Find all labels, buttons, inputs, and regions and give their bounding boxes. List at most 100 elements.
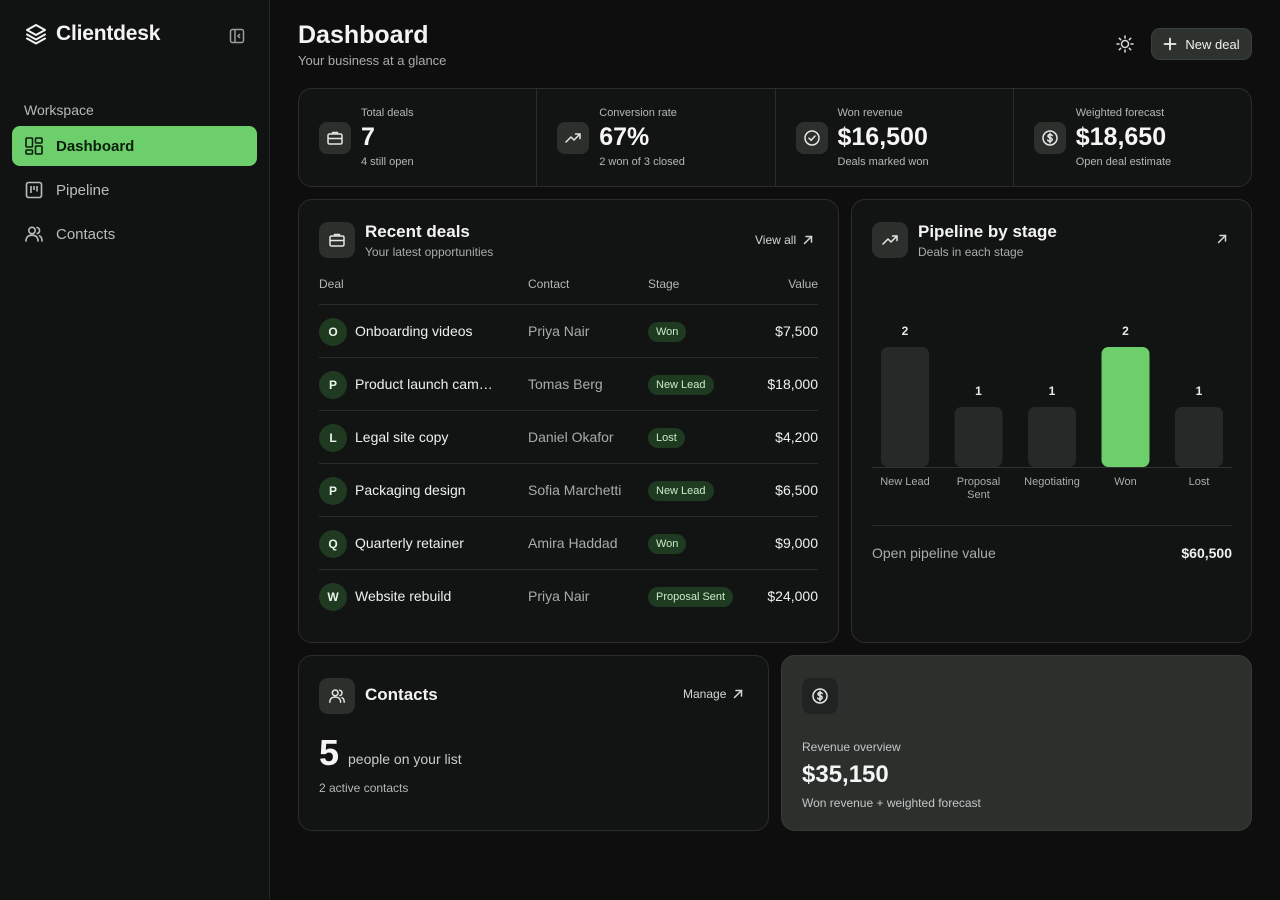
chart-tick-label: Lost <box>1189 476 1210 488</box>
layers-logo-icon <box>24 22 48 46</box>
table-row[interactable]: O Onboarding videos Priya Nair Won $7,500 <box>319 305 818 358</box>
deal-value: $9,000 <box>775 535 818 551</box>
stage-badge: Won <box>648 534 687 554</box>
chart-bar[interactable] <box>1028 407 1076 467</box>
trending-up-icon <box>557 122 590 154</box>
view-all-link[interactable]: View all <box>755 233 814 247</box>
table-row[interactable]: P Packaging design Sofia Marchetti New Lead… <box>319 464 818 517</box>
stat-value: $16,500 <box>837 123 928 151</box>
sidebar-item-label: Dashboard <box>56 137 135 155</box>
pipeline-open-link[interactable] <box>1216 233 1228 245</box>
deal-name[interactable]: Packaging design <box>355 482 466 498</box>
chart-data-label: 2 <box>902 324 909 338</box>
chart-bar[interactable] <box>881 347 929 467</box>
open-pipeline-value: $60,500 <box>1181 545 1232 561</box>
stat-sub: 4 still open <box>361 156 414 168</box>
table-row[interactable]: Q Quarterly retainer Amira Haddad Won $9,000 <box>319 517 818 570</box>
stat-won-revenue: Won revenue $16,500 Deals marked won <box>776 89 1014 186</box>
sidebar-item-contacts[interactable]: Contacts <box>12 214 257 254</box>
deal-value: $18,000 <box>767 376 818 392</box>
pipeline-card: Pipeline by stage Deals in each stage 2 N… <box>851 199 1252 643</box>
manage-contacts-link[interactable]: Manage <box>683 687 744 701</box>
dollar-circle-icon <box>802 678 838 714</box>
sidebar-nav: Dashboard Pipeline Contacts <box>12 126 257 258</box>
column-header-stage[interactable]: Stage <box>648 277 680 291</box>
revenue-overview-value: $35,150 <box>802 761 889 788</box>
chart-bar[interactable] <box>954 407 1003 467</box>
deal-contact: Priya Nair <box>528 323 590 339</box>
deal-avatar: O <box>319 318 347 346</box>
table-row[interactable]: P Product launch campaign Tomas Berg New Le… <box>319 358 818 411</box>
sidebar-collapse-icon[interactable] <box>228 27 246 45</box>
deal-name[interactable]: Product launch campaign <box>355 376 500 392</box>
stats-bar: Total deals 7 4 still open Conversion ra… <box>298 88 1252 187</box>
new-deal-label: New deal <box>1185 36 1240 52</box>
chart-bar[interactable] <box>1101 347 1150 467</box>
stat-value: $18,650 <box>1075 123 1167 151</box>
table-row[interactable]: W Website rebuild Priya Nair Proposal Sent $… <box>319 570 818 623</box>
chart-bar[interactable] <box>1175 407 1223 467</box>
sidebar-item-pipeline[interactable]: Pipeline <box>12 170 257 210</box>
chart-data-label: 1 <box>1049 384 1056 398</box>
deal-avatar: Q <box>319 530 347 558</box>
open-pipeline-label: Open pipeline value <box>872 545 996 561</box>
stat-value: 67% <box>599 123 650 151</box>
stat-value: 7 <box>361 123 375 151</box>
new-deal-button[interactable]: New deal <box>1151 28 1252 60</box>
deal-name[interactable]: Onboarding videos <box>355 323 473 339</box>
arrow-up-right-icon <box>732 688 744 700</box>
deal-name[interactable]: Quarterly retainer <box>355 535 464 551</box>
chart-tick-label: New Lead <box>880 476 930 488</box>
sun-icon[interactable] <box>1114 33 1136 55</box>
sidebar-item-dashboard[interactable]: Dashboard <box>12 126 257 166</box>
table-row[interactable]: L Legal site copy Daniel Okafor Lost $4,200 <box>319 411 818 464</box>
stage-badge: Proposal Sent <box>648 587 734 607</box>
stage-badge: New Lead <box>648 375 714 395</box>
column-header-contact[interactable]: Contact <box>528 277 570 291</box>
dashboard-icon <box>24 136 44 156</box>
contacts-icon <box>319 678 355 714</box>
deal-avatar: W <box>319 583 347 611</box>
contacts-count: 5 <box>319 732 340 773</box>
deal-avatar: P <box>319 477 347 505</box>
deal-name[interactable]: Website rebuild <box>355 588 452 604</box>
stage-badge: Lost <box>648 428 685 448</box>
column-header-value[interactable]: Value <box>788 277 818 291</box>
open-pipeline-total: Open pipeline value $60,500 <box>872 525 1232 561</box>
sidebar-item-label: Contacts <box>56 225 116 243</box>
deal-contact: Daniel Okafor <box>528 429 614 445</box>
deal-contact: Sofia Marchetti <box>528 482 622 498</box>
arrow-up-right-icon <box>1216 233 1228 245</box>
sidebar: Clientdesk Workspace Dashboard Pipeline <box>0 0 270 900</box>
dollar-circle-icon <box>1033 122 1066 154</box>
recent-deals-title: Recent deals <box>365 222 470 241</box>
recent-deals-card: Recent deals Your latest opportunities V… <box>298 199 839 643</box>
stat-label: Conversion rate <box>599 107 677 119</box>
revenue-overview-card: Revenue overview $35,150 Won revenue + w… <box>781 655 1252 831</box>
pipeline-bar-chart: 2 New Lead 1 Proposal Sent 1 Negotiating 2 Won 1 L… <box>872 324 1232 501</box>
contacts-card: Contacts Manage 5 people on your list 2 … <box>298 655 769 831</box>
deal-avatar: P <box>319 371 347 399</box>
revenue-overview-sub: Won revenue + weighted forecast <box>802 796 981 810</box>
pipeline-icon <box>24 180 44 200</box>
column-header-deal[interactable]: Deal <box>319 277 344 291</box>
briefcase-icon <box>319 122 351 154</box>
briefcase-icon <box>319 222 355 258</box>
stat-sub: Open deal estimate <box>1075 156 1172 168</box>
brand[interactable]: Clientdesk <box>24 22 160 46</box>
contacts-icon <box>24 224 44 244</box>
sidebar-item-label: Pipeline <box>56 181 110 199</box>
app-name: Clientdesk <box>56 22 161 45</box>
chart-data-label: 2 <box>1122 324 1129 338</box>
stage-badge: Won <box>648 322 687 342</box>
chart-data-label: 1 <box>1196 384 1203 398</box>
stage-badge: New Lead <box>648 481 714 501</box>
contacts-count-text: people on your list <box>348 751 462 767</box>
deal-value: $4,200 <box>775 429 818 445</box>
stat-total-deals: Total deals 7 4 still open <box>299 89 538 186</box>
deal-value: $7,500 <box>775 323 818 339</box>
chart-tick-label: Won <box>1114 476 1136 488</box>
deals-table-header: Deal Contact Stage Value <box>319 277 818 305</box>
deal-name[interactable]: Legal site copy <box>355 429 449 445</box>
chart-tick-label: Proposal Sent <box>957 476 1000 501</box>
